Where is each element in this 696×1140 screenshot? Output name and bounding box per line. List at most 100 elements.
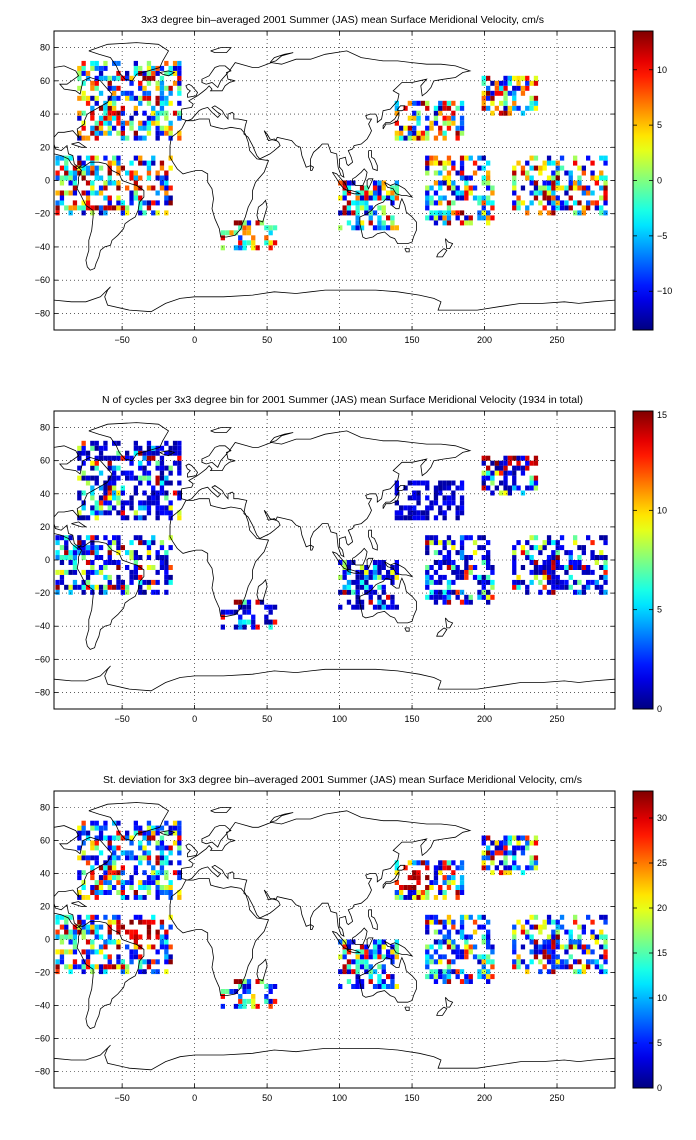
bin-cell xyxy=(355,210,360,216)
bin-cell xyxy=(151,160,156,166)
bin-cell xyxy=(481,95,486,101)
bin-cell xyxy=(377,190,382,196)
bin-cell xyxy=(346,584,352,590)
bin-cell xyxy=(573,969,578,975)
bin-cell xyxy=(172,60,178,66)
bin-cell xyxy=(377,944,382,950)
bin-cell xyxy=(599,550,604,556)
bin-cell xyxy=(394,560,399,565)
bin-cell xyxy=(464,934,469,940)
bin-cell xyxy=(112,495,117,501)
bin-cell xyxy=(177,820,182,826)
bin-cell xyxy=(499,85,504,91)
bin-cell xyxy=(116,929,121,935)
bin-cell xyxy=(151,455,156,461)
bin-cell xyxy=(529,475,534,481)
bin-cell xyxy=(342,584,347,590)
bin-cell xyxy=(481,205,486,211)
bin-cell xyxy=(120,500,125,506)
bin-cell xyxy=(455,589,460,595)
coastline xyxy=(185,463,198,478)
bin-cell xyxy=(464,195,469,201)
bin-cell xyxy=(525,865,530,871)
bin-cell xyxy=(377,974,382,980)
bin-cell xyxy=(599,555,604,560)
bin-cell xyxy=(155,480,160,486)
bin-cell xyxy=(85,200,91,206)
bin-cell xyxy=(394,485,399,491)
bin-cell xyxy=(442,545,447,551)
coastline xyxy=(366,937,374,949)
bin-cell xyxy=(455,485,460,491)
bin-cell xyxy=(159,85,165,91)
bin-cell xyxy=(377,225,382,231)
bin-cell xyxy=(98,190,104,196)
bin-cell xyxy=(107,115,112,121)
bin-cell xyxy=(107,455,112,461)
bin-cell xyxy=(573,579,578,585)
bin-cell xyxy=(155,860,160,866)
bin-cell xyxy=(359,195,365,201)
bin-cell xyxy=(512,165,517,171)
bin-cell xyxy=(477,924,482,930)
bin-cell xyxy=(499,840,504,846)
bin-cell xyxy=(455,969,460,975)
bin-cell xyxy=(138,840,143,846)
bin-cell xyxy=(533,560,539,565)
bin-cell xyxy=(459,115,465,121)
bin-cell xyxy=(555,170,560,176)
bin-cell xyxy=(72,584,78,590)
bin-cell xyxy=(129,160,134,166)
bin-cell xyxy=(164,70,169,76)
bin-cell xyxy=(159,465,165,471)
bin-cell xyxy=(264,240,269,246)
bin-cell xyxy=(155,125,160,131)
bin-cell xyxy=(529,569,534,575)
bin-cell xyxy=(129,120,134,126)
bin-cell xyxy=(464,949,469,955)
bin-cell xyxy=(120,505,125,511)
bin-cell xyxy=(416,110,421,116)
bin-cell xyxy=(529,934,534,940)
bin-cell xyxy=(85,574,91,580)
bin-cell xyxy=(394,130,399,136)
bin-cell xyxy=(120,470,125,476)
bin-cell xyxy=(577,969,582,975)
bin-cell xyxy=(68,934,73,940)
bin-cell xyxy=(116,535,121,541)
bin-cell xyxy=(459,969,465,975)
bin-cell xyxy=(346,589,352,595)
bin-cell xyxy=(146,565,152,570)
bin-cell xyxy=(72,944,78,950)
bin-cell xyxy=(264,984,269,989)
bin-cell xyxy=(529,105,534,111)
bin-cell xyxy=(381,944,386,950)
bin-cell xyxy=(586,190,591,196)
bin-cell xyxy=(159,505,165,511)
bin-cell xyxy=(138,919,143,925)
bin-cell xyxy=(586,185,591,191)
bin-cell xyxy=(525,929,530,935)
bin-cell xyxy=(512,569,517,575)
bin-cell xyxy=(116,95,121,101)
bin-cell xyxy=(603,919,608,925)
bin-cell xyxy=(442,880,447,885)
bin-cell xyxy=(98,510,104,516)
coastline xyxy=(384,181,414,198)
bin-cell xyxy=(442,599,447,605)
bin-cell xyxy=(490,964,495,970)
bin-cell xyxy=(442,875,447,881)
bin-cell xyxy=(533,180,539,186)
coastline xyxy=(346,190,362,195)
bin-cell xyxy=(172,830,178,836)
bin-cell xyxy=(172,445,178,451)
bin-cell xyxy=(90,845,95,851)
bin-cell xyxy=(573,535,578,541)
bin-cell xyxy=(433,135,439,141)
bin-cell xyxy=(446,175,452,181)
bin-cell xyxy=(438,560,443,565)
bin-cell xyxy=(85,830,91,836)
bin-cell xyxy=(446,555,452,560)
bin-cell xyxy=(55,959,60,965)
bin-cell xyxy=(177,495,182,501)
